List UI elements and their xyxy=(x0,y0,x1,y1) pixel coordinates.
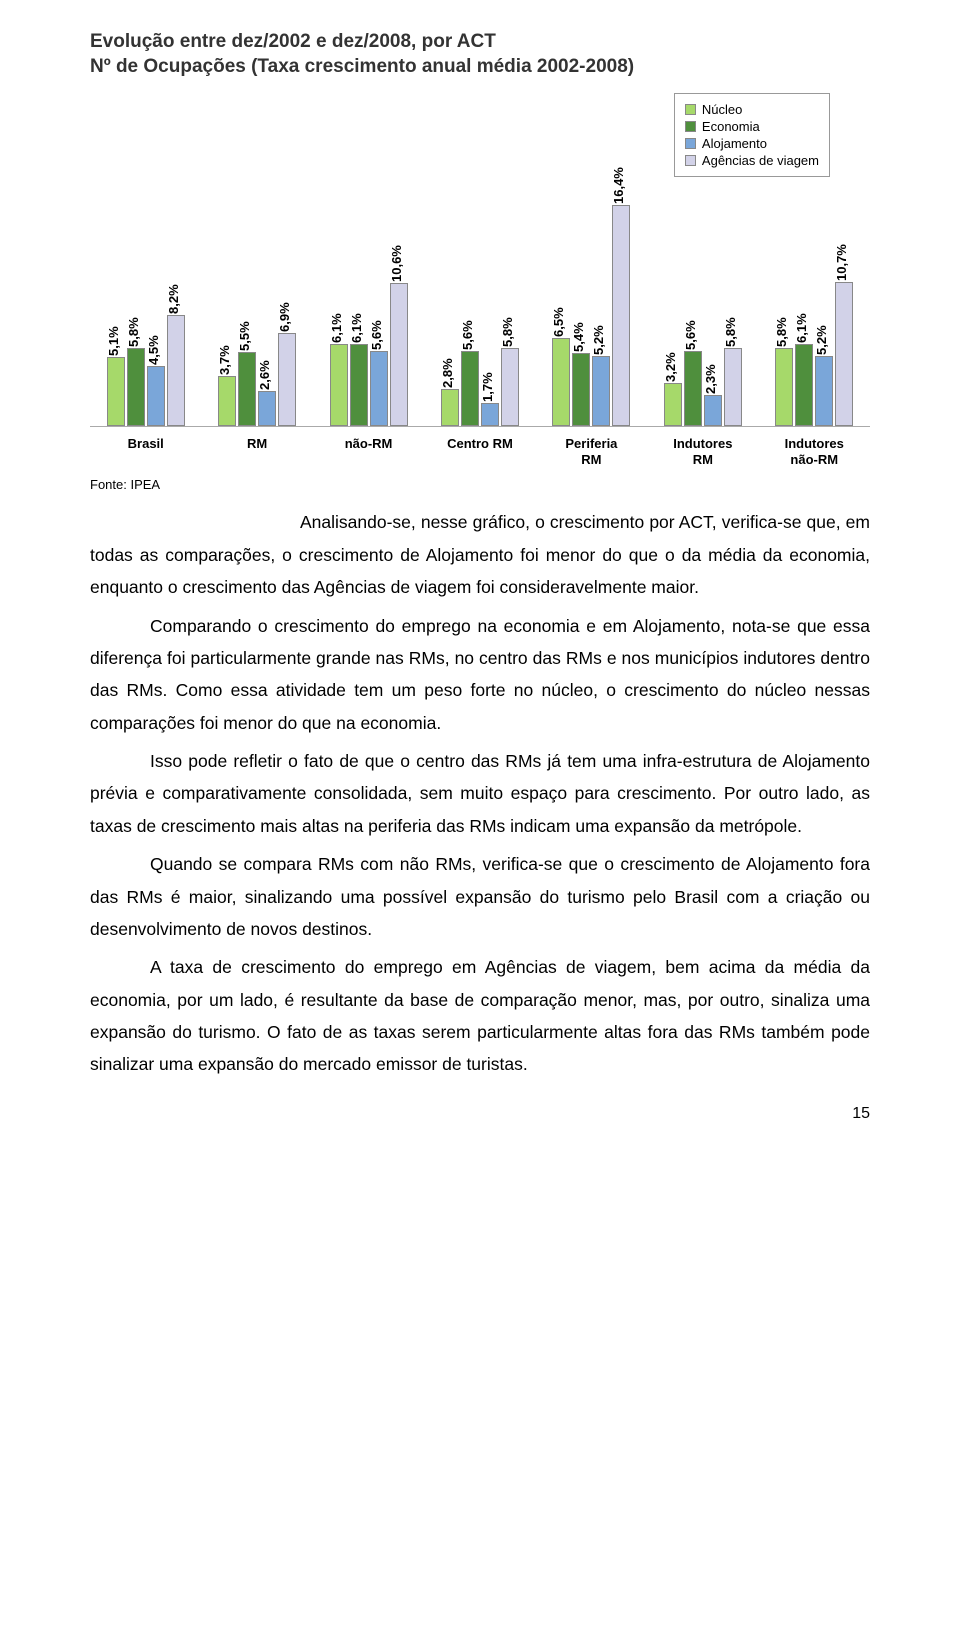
bar: 6,1% xyxy=(350,344,368,427)
bar-value-label: 6,5% xyxy=(551,308,566,338)
bar-chart: Núcleo Economia Alojamento Agências de viag… xyxy=(90,87,870,467)
legend-item: Economia xyxy=(685,119,819,134)
bar-value-label: 5,8% xyxy=(126,317,141,347)
bar-value-label: 5,2% xyxy=(591,325,606,355)
bar-value-label: 8,2% xyxy=(166,285,181,315)
bar: 2,8% xyxy=(441,389,459,427)
bar: 3,7% xyxy=(218,376,236,426)
bar-group: 2,8%5,6%1,7%5,8% xyxy=(424,348,535,426)
paragraph-5: A taxa de crescimento do emprego em Agên… xyxy=(90,951,870,1081)
bar-value-label: 10,6% xyxy=(389,245,404,282)
xaxis-label: Brasil xyxy=(90,430,201,467)
chart-plot: 5,1%5,8%4,5%8,2%3,7%5,5%2,6%6,9%6,1%6,1%… xyxy=(90,197,870,427)
legend-label: Economia xyxy=(702,119,760,134)
legend-label: Núcleo xyxy=(702,102,742,117)
xaxis-label: Centro RM xyxy=(424,430,535,467)
bar-value-label: 6,1% xyxy=(794,313,809,343)
xaxis-label: não-RM xyxy=(313,430,424,467)
bar-value-label: 3,7% xyxy=(217,346,232,376)
legend-item: Núcleo xyxy=(685,102,819,117)
bar-value-label: 5,6% xyxy=(683,320,698,350)
bar-value-label: 6,1% xyxy=(329,313,344,343)
bar-value-label: 5,4% xyxy=(571,323,586,353)
bar-group: 3,7%5,5%2,6%6,9% xyxy=(201,333,312,426)
bar-value-label: 5,8% xyxy=(723,317,738,347)
legend-swatch xyxy=(685,155,696,166)
xaxis-label: PeriferiaRM xyxy=(536,430,647,467)
bar: 6,5% xyxy=(552,338,570,426)
bar: 10,6% xyxy=(390,283,408,426)
bar: 8,2% xyxy=(167,315,185,426)
bar: 5,6% xyxy=(370,351,388,427)
bar-value-label: 2,3% xyxy=(703,365,718,395)
legend-item: Agências de viagem xyxy=(685,153,819,168)
bar: 2,3% xyxy=(704,395,722,426)
xaxis-label: IndutoresRM xyxy=(647,430,758,467)
legend-swatch xyxy=(685,138,696,149)
bar-value-label: 4,5% xyxy=(146,335,161,365)
bar-value-label: 3,2% xyxy=(663,352,678,382)
bar-value-label: 2,8% xyxy=(440,358,455,388)
bar: 6,9% xyxy=(278,333,296,426)
chart-xaxis: BrasilRMnão-RMCentro RMPeriferiaRMInduto… xyxy=(90,430,870,467)
paragraph-1: Analisando-se, nesse gráfico, o crescime… xyxy=(90,506,870,603)
bar: 5,4% xyxy=(572,353,590,426)
legend-swatch xyxy=(685,104,696,115)
legend-label: Alojamento xyxy=(702,136,767,151)
bar-value-label: 5,8% xyxy=(500,317,515,347)
bar: 5,2% xyxy=(815,356,833,426)
bar-value-label: 5,6% xyxy=(460,320,475,350)
page-number: 15 xyxy=(90,1105,870,1123)
bar: 6,1% xyxy=(795,344,813,427)
bar: 4,5% xyxy=(147,366,165,427)
bar: 5,1% xyxy=(107,357,125,426)
bar: 5,8% xyxy=(724,348,742,426)
chart-title-line1: Evolução entre dez/2002 e dez/2008, por … xyxy=(90,31,496,52)
bar-value-label: 5,6% xyxy=(369,320,384,350)
paragraph-2: Comparando o crescimento do emprego na e… xyxy=(90,610,870,740)
legend-label: Agências de viagem xyxy=(702,153,819,168)
bar: 5,2% xyxy=(592,356,610,426)
bar: 5,8% xyxy=(775,348,793,426)
xaxis-label: Indutoresnão-RM xyxy=(759,430,870,467)
bar-value-label: 16,4% xyxy=(611,167,626,204)
bar: 5,5% xyxy=(238,352,256,426)
bar-value-label: 5,5% xyxy=(237,321,252,351)
chart-title-line2: Nº de Ocupações (Taxa crescimento anual … xyxy=(90,56,634,77)
chart-legend: Núcleo Economia Alojamento Agências de viag… xyxy=(674,93,830,177)
bar: 10,7% xyxy=(835,282,853,427)
bar-value-label: 6,9% xyxy=(277,302,292,332)
bar: 5,8% xyxy=(501,348,519,426)
body-text: Analisando-se, nesse gráfico, o crescime… xyxy=(90,506,870,1080)
chart-title: Evolução entre dez/2002 e dez/2008, por … xyxy=(90,30,870,79)
bar: 2,6% xyxy=(258,391,276,426)
bar: 6,1% xyxy=(330,344,348,427)
bar-value-label: 2,6% xyxy=(257,361,272,391)
bar-group: 3,2%5,6%2,3%5,8% xyxy=(647,348,758,426)
bar: 5,8% xyxy=(127,348,145,426)
bar: 16,4% xyxy=(612,205,630,427)
paragraph-3: Isso pode refletir o fato de que o centr… xyxy=(90,745,870,842)
bar-value-label: 5,1% xyxy=(106,327,121,357)
bar-group: 6,1%6,1%5,6%10,6% xyxy=(313,283,424,426)
bar-group: 5,1%5,8%4,5%8,2% xyxy=(90,315,201,426)
bar-value-label: 10,7% xyxy=(834,244,849,281)
bar-group: 5,8%6,1%5,2%10,7% xyxy=(759,282,870,427)
legend-item: Alojamento xyxy=(685,136,819,151)
paragraph-4: Quando se compara RMs com não RMs, verif… xyxy=(90,848,870,945)
bar: 1,7% xyxy=(481,403,499,426)
bar-value-label: 6,1% xyxy=(349,313,364,343)
bar-group: 6,5%5,4%5,2%16,4% xyxy=(536,205,647,427)
bar: 5,6% xyxy=(461,351,479,427)
bar: 5,6% xyxy=(684,351,702,427)
bar-value-label: 5,8% xyxy=(774,317,789,347)
bar-value-label: 1,7% xyxy=(480,373,495,403)
chart-source: Fonte: IPEA xyxy=(90,477,870,492)
bar-value-label: 5,2% xyxy=(814,325,829,355)
bar: 3,2% xyxy=(664,383,682,426)
legend-swatch xyxy=(685,121,696,132)
xaxis-label: RM xyxy=(201,430,312,467)
